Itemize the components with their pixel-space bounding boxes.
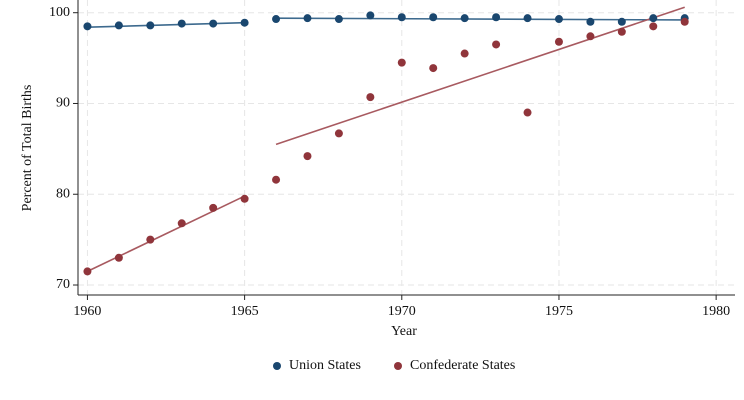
point bbox=[429, 13, 438, 22]
x-tick-label: 1965 bbox=[231, 304, 259, 319]
point bbox=[177, 19, 186, 28]
point bbox=[177, 219, 186, 228]
point bbox=[617, 27, 626, 36]
point bbox=[83, 267, 92, 276]
point bbox=[617, 17, 626, 26]
point bbox=[649, 22, 658, 31]
point bbox=[492, 40, 501, 49]
y-tick-label: 70 bbox=[56, 277, 70, 292]
point bbox=[146, 21, 155, 30]
fit-line bbox=[87, 21, 245, 29]
point bbox=[492, 13, 501, 22]
point bbox=[146, 235, 155, 244]
point bbox=[334, 15, 343, 24]
fit-line bbox=[87, 195, 245, 273]
point bbox=[240, 194, 249, 203]
point bbox=[460, 49, 469, 58]
fit-line bbox=[276, 17, 685, 21]
legend-label: Confederate States bbox=[410, 358, 515, 373]
y-tick-label: 100 bbox=[49, 5, 70, 20]
point bbox=[523, 14, 532, 23]
point bbox=[303, 14, 312, 23]
x-tick-label: 1960 bbox=[73, 304, 101, 319]
point bbox=[83, 22, 92, 31]
point bbox=[397, 58, 406, 67]
point bbox=[366, 11, 375, 20]
y-tick-label: 80 bbox=[56, 186, 70, 201]
point bbox=[649, 14, 658, 23]
fit-line bbox=[275, 6, 685, 146]
point bbox=[272, 15, 281, 24]
point bbox=[114, 253, 123, 262]
point bbox=[460, 14, 469, 23]
legend-label: Union States bbox=[289, 358, 361, 373]
point bbox=[554, 15, 563, 24]
point bbox=[366, 93, 375, 102]
x-axis-label: Year bbox=[391, 324, 417, 339]
x-tick-label: 1980 bbox=[702, 304, 730, 319]
x-tick-label: 1975 bbox=[545, 304, 573, 319]
point bbox=[114, 21, 123, 30]
point bbox=[334, 129, 343, 138]
y-axis-label: Percent of Total Births bbox=[20, 85, 35, 212]
point bbox=[586, 17, 595, 26]
point bbox=[523, 108, 532, 117]
x-tick-label: 1970 bbox=[388, 304, 416, 319]
point bbox=[397, 13, 406, 22]
point bbox=[303, 152, 312, 161]
point bbox=[272, 175, 281, 184]
legend-marker bbox=[273, 362, 281, 370]
legend-marker bbox=[394, 362, 402, 370]
point bbox=[554, 37, 563, 46]
y-tick-label: 90 bbox=[56, 96, 70, 111]
point bbox=[209, 19, 218, 28]
point bbox=[209, 203, 218, 212]
point bbox=[240, 18, 249, 27]
point bbox=[680, 17, 689, 26]
point bbox=[429, 64, 438, 73]
point bbox=[586, 32, 595, 41]
